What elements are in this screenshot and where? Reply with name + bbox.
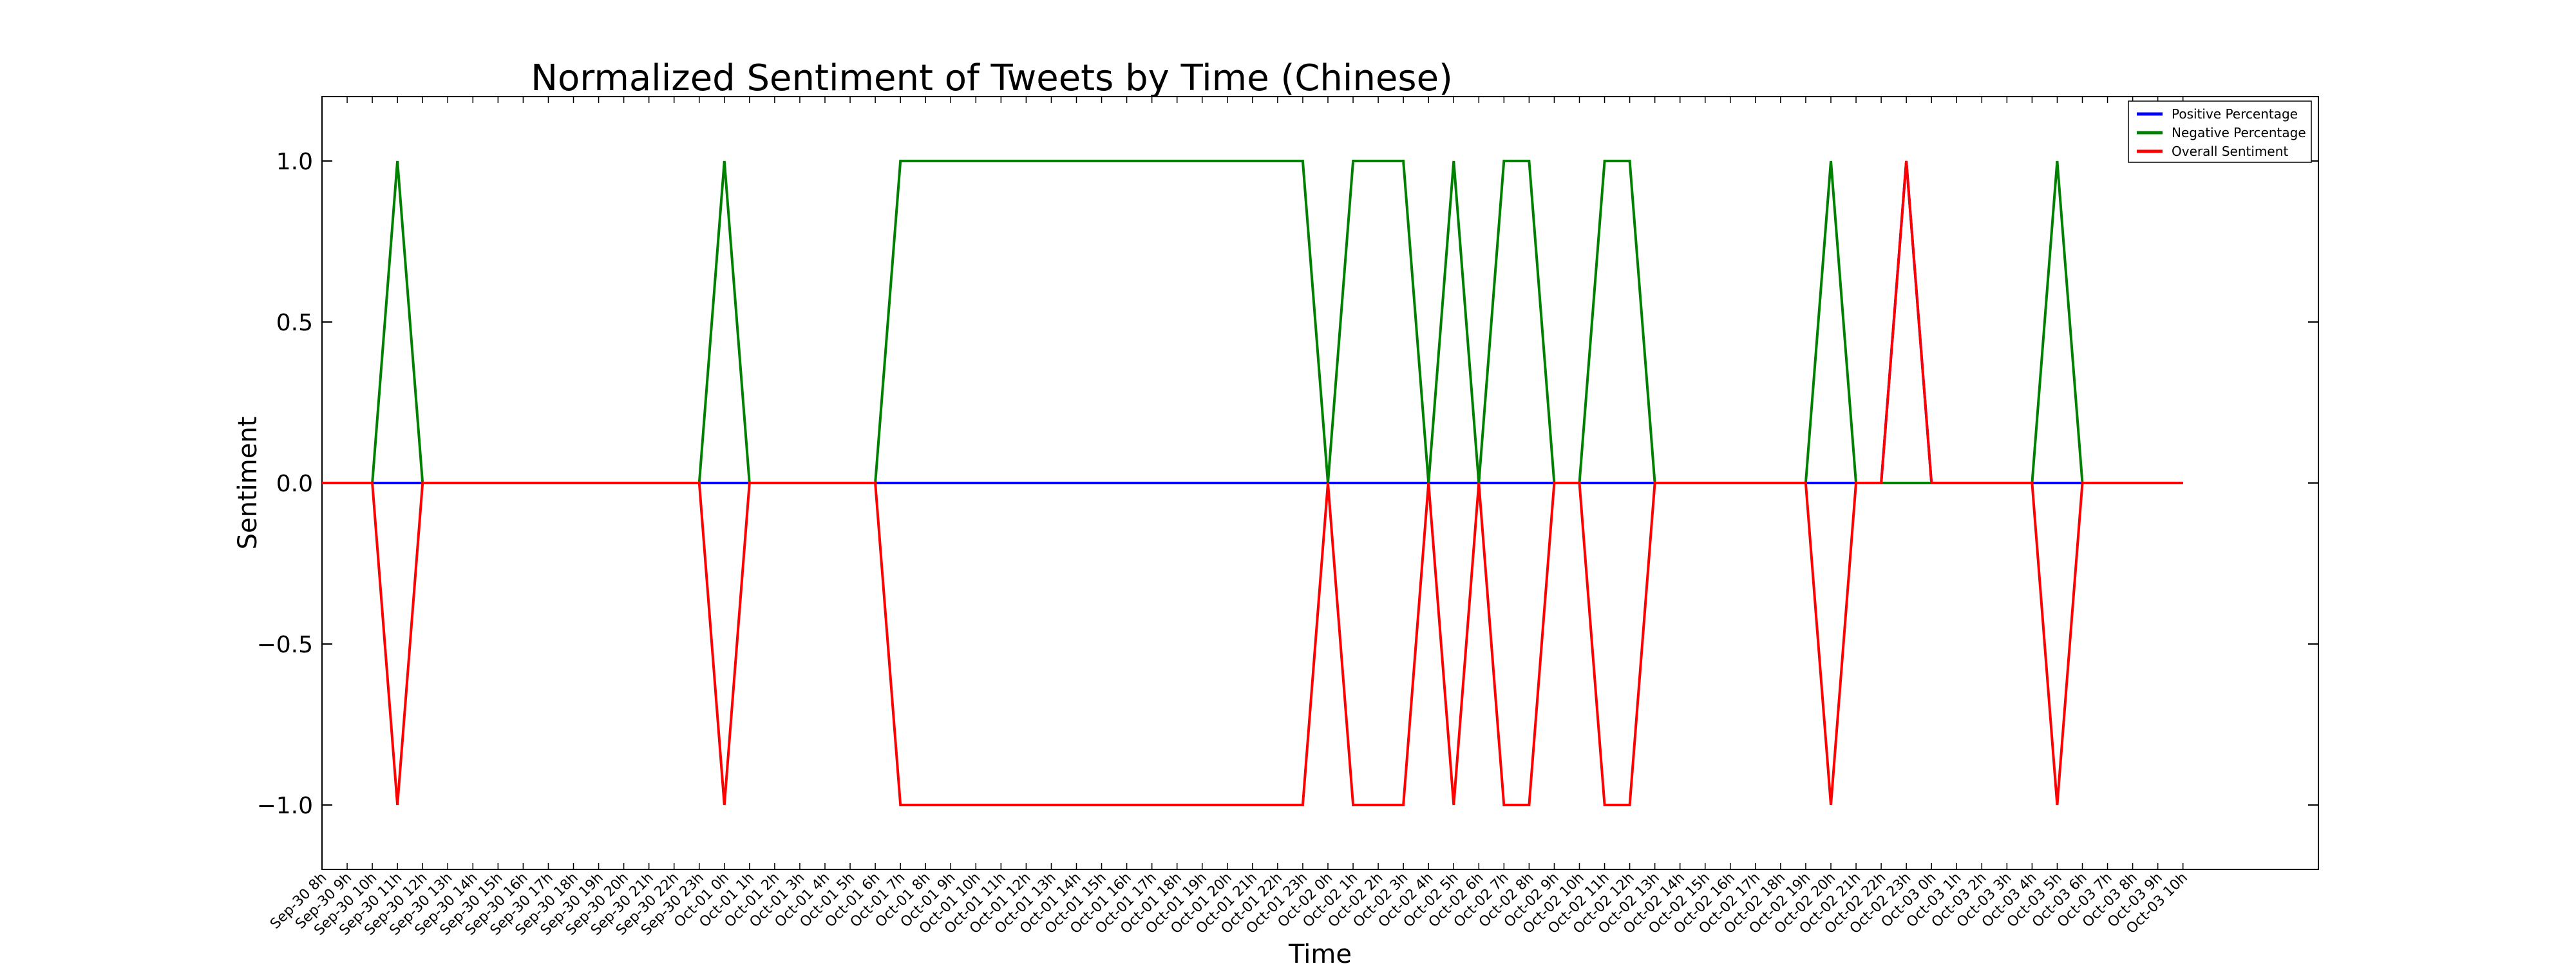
legend-label: Overall Sentiment bbox=[2172, 144, 2288, 159]
y-tick-label: −1.0 bbox=[257, 793, 313, 819]
y-tick-label: 0.5 bbox=[276, 310, 313, 336]
legend-label: Positive Percentage bbox=[2172, 106, 2298, 122]
x-axis-label: Time bbox=[1288, 940, 1352, 966]
chart-title: Normalized Sentiment of Tweets by Time (… bbox=[531, 57, 1453, 99]
series-line-overall-sentiment bbox=[322, 160, 2183, 806]
legend: Positive Percentage Negative Percentage Ov… bbox=[2128, 100, 2312, 163]
y-tick-label: 0.0 bbox=[276, 471, 313, 497]
y-tick-label: 1.0 bbox=[276, 149, 313, 175]
y-tick-label: −0.5 bbox=[257, 632, 313, 658]
y-axis: −1.0 −0.5 0.0 0.5 1.0 bbox=[257, 149, 2318, 819]
legend-label: Negative Percentage bbox=[2172, 125, 2306, 140]
y-axis-label: Sentiment bbox=[233, 417, 263, 550]
series-lines bbox=[322, 160, 2183, 806]
